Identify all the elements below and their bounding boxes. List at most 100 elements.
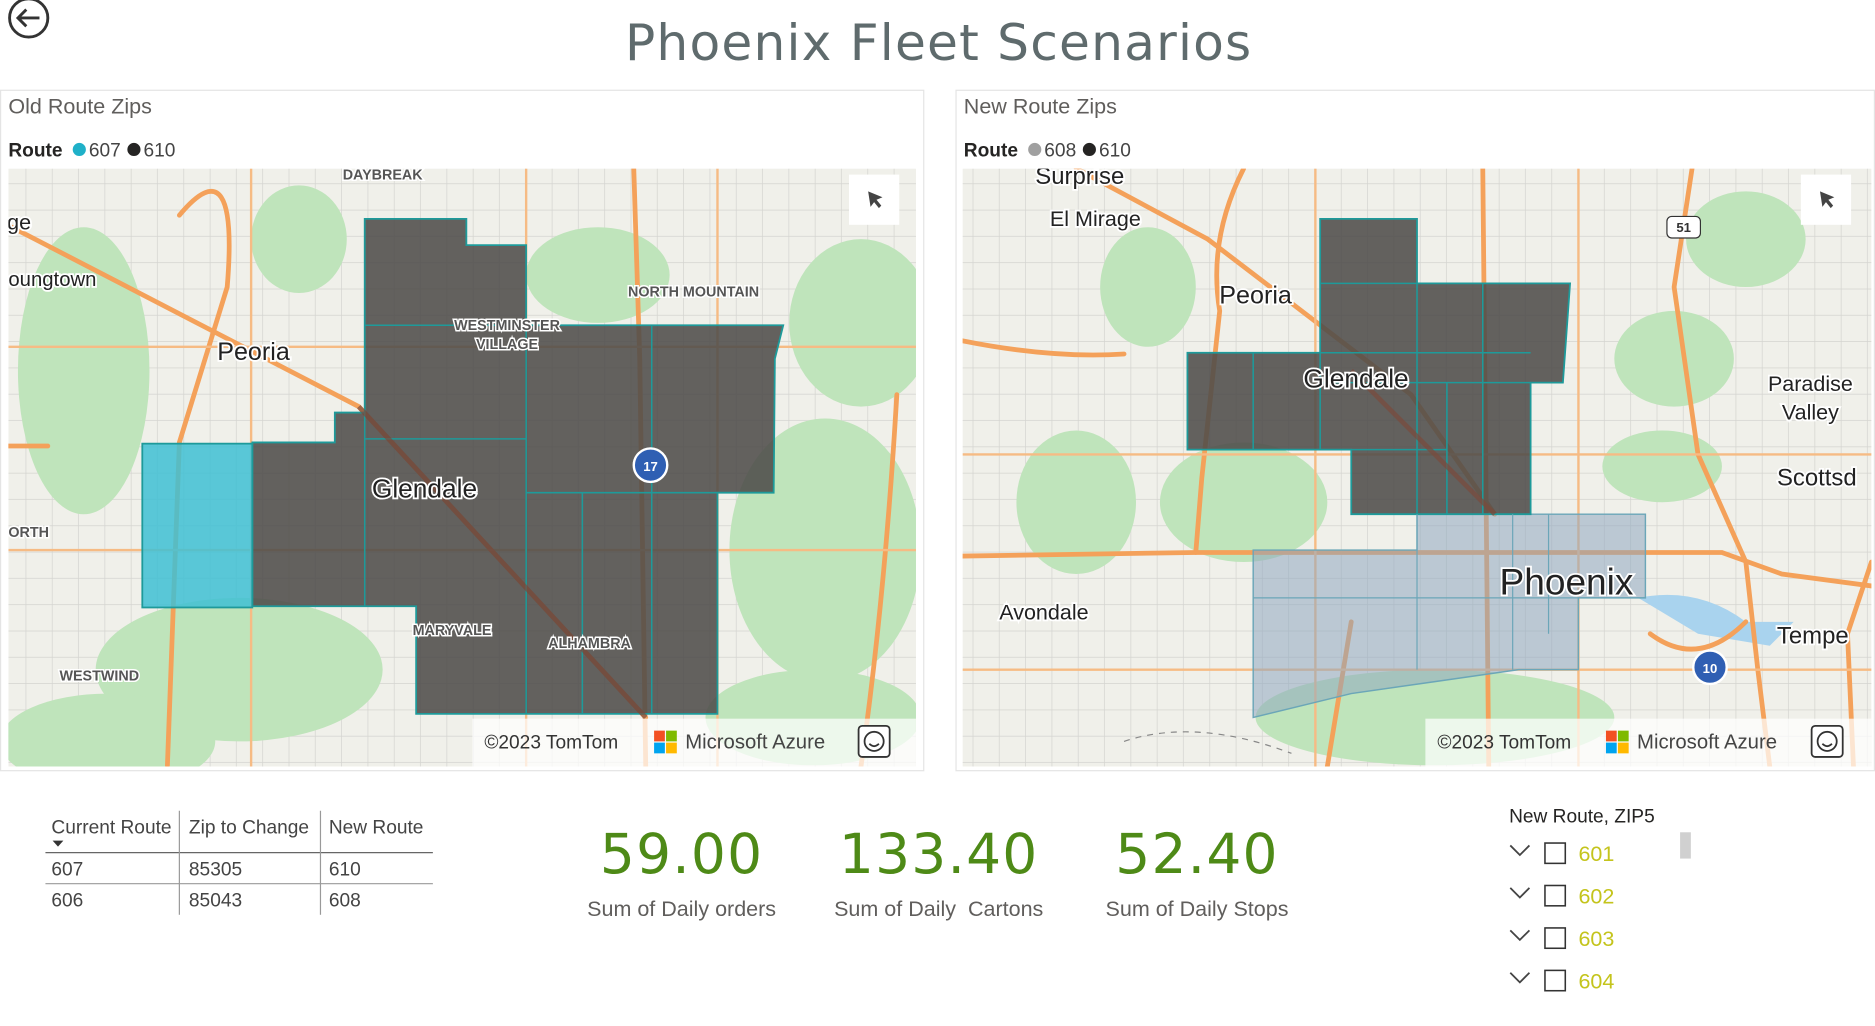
place-label: DAYBREAK bbox=[343, 167, 424, 183]
map-shape bbox=[1605, 742, 1617, 754]
place-label: Glendale bbox=[372, 473, 477, 503]
expand-chevron[interactable] bbox=[1509, 972, 1531, 984]
table-cell: 610 bbox=[329, 859, 361, 880]
slicer-item[interactable]: 603 bbox=[1578, 927, 1614, 951]
table-cell: 607 bbox=[51, 859, 83, 880]
column-header[interactable]: New Route bbox=[329, 817, 424, 838]
legend-label[interactable]: 610 bbox=[144, 141, 176, 162]
map-shape bbox=[1100, 227, 1196, 347]
visual-title: Old Route Zips bbox=[8, 95, 152, 119]
map-shape bbox=[654, 730, 677, 754]
card-value: 52.40 bbox=[1115, 822, 1278, 886]
place-label: VILLAGE bbox=[476, 337, 538, 353]
place-label: Peoria bbox=[1219, 282, 1292, 310]
expand-chevron[interactable] bbox=[1509, 929, 1531, 942]
map-shape bbox=[1666, 215, 1702, 239]
feedback-button[interactable] bbox=[857, 724, 891, 758]
legend-marker bbox=[1028, 142, 1042, 157]
table-cell: 85305 bbox=[189, 859, 242, 880]
map-shape bbox=[1253, 514, 1646, 670]
map-shape bbox=[1193, 168, 1247, 555]
place-label: ge bbox=[7, 211, 31, 235]
column-header[interactable]: Current Route bbox=[51, 817, 171, 838]
place-label: El Mirage bbox=[1050, 207, 1141, 231]
table-cell: 85043 bbox=[189, 890, 242, 911]
map-shape bbox=[251, 185, 347, 293]
map-shape bbox=[857, 724, 891, 758]
card-value: 59.00 bbox=[600, 822, 763, 886]
place-label: Avondale bbox=[999, 600, 1088, 624]
place-label: Scottsd bbox=[1777, 464, 1857, 491]
attribution: ©2023 TomTom bbox=[1437, 733, 1571, 754]
map-shape bbox=[868, 743, 880, 748]
legend-label[interactable]: 608 bbox=[1044, 141, 1076, 162]
expand-chevron[interactable] bbox=[1509, 844, 1531, 857]
map-shape bbox=[1123, 731, 1292, 754]
map-shape bbox=[1614, 310, 1734, 407]
map-shape bbox=[526, 227, 670, 323]
place-label: WESTMINSTER bbox=[454, 318, 561, 334]
highway-shield: 10 bbox=[1703, 661, 1718, 676]
column-header[interactable]: Zip to Change bbox=[189, 817, 309, 838]
place-label: Valley bbox=[1782, 401, 1839, 425]
map-shape bbox=[1671, 168, 1773, 767]
map-shape bbox=[1605, 730, 1617, 742]
back-button[interactable] bbox=[8, 0, 50, 39]
map-shape bbox=[1252, 282, 1531, 515]
map-shape bbox=[632, 447, 669, 484]
map-shape bbox=[1686, 191, 1806, 287]
map[interactable]: Surprise El Mirage 51 Peoria Glendale Pa… bbox=[962, 163, 1872, 767]
expand-chevron[interactable] bbox=[1509, 887, 1531, 899]
feedback-button[interactable] bbox=[1810, 724, 1844, 758]
zip-area[interactable] bbox=[141, 442, 254, 609]
card-label: Sum of Daily Stops bbox=[1106, 897, 1289, 921]
legend-title: Route bbox=[964, 141, 1018, 162]
map-shape bbox=[356, 404, 648, 720]
checkbox[interactable] bbox=[1544, 884, 1567, 907]
map[interactable]: DAYBREAK ge oungtown NORTH MOUNTAIN WEST… bbox=[0, 167, 933, 789]
scrollbar[interactable] bbox=[1680, 832, 1691, 859]
select-tool[interactable] bbox=[849, 174, 900, 225]
map-shape bbox=[1821, 743, 1833, 748]
card-label: Sum of Daily orders bbox=[587, 897, 776, 921]
map-shape bbox=[17, 227, 150, 515]
checkbox[interactable] bbox=[1544, 969, 1567, 992]
place-label: Peoria bbox=[217, 338, 290, 366]
slicer-item[interactable]: 601 bbox=[1578, 842, 1614, 866]
checkbox[interactable] bbox=[1544, 842, 1567, 865]
select-tool[interactable] bbox=[1800, 174, 1852, 225]
slicer-item[interactable]: 604 bbox=[1578, 969, 1614, 993]
place-label: MARYVALE bbox=[413, 623, 492, 639]
map-shape bbox=[1617, 742, 1629, 754]
map-shape bbox=[962, 550, 1872, 589]
map-shape bbox=[1816, 730, 1838, 752]
card-label: Sum of Daily Cartons bbox=[834, 897, 1043, 921]
map-shape bbox=[52, 840, 64, 847]
highway-shield: 17 bbox=[643, 459, 658, 474]
map-shape bbox=[654, 730, 665, 742]
zip-area[interactable] bbox=[251, 217, 785, 715]
legend-marker bbox=[127, 142, 141, 157]
map-shape bbox=[868, 191, 883, 209]
place-label: oungtown bbox=[8, 269, 96, 291]
place-label: Glendale bbox=[1303, 363, 1408, 393]
map-shape bbox=[1605, 730, 1629, 754]
place-label: Tempe bbox=[1777, 622, 1849, 649]
legend-label[interactable]: 610 bbox=[1099, 141, 1131, 162]
map-shape bbox=[863, 730, 885, 752]
map-shape bbox=[165, 189, 232, 767]
slicer-item[interactable]: 602 bbox=[1578, 884, 1614, 908]
map-shape bbox=[8, 0, 50, 39]
map-shape bbox=[654, 742, 665, 754]
place-label: NORTH MOUNTAIN bbox=[628, 285, 759, 301]
map-shape bbox=[1617, 730, 1629, 742]
map-shape bbox=[15, 8, 40, 28]
place-label: Paradise bbox=[1768, 372, 1853, 396]
map-shape bbox=[1016, 430, 1137, 574]
map-shape bbox=[1602, 430, 1722, 503]
legend-label[interactable]: 607 bbox=[89, 141, 121, 162]
legend-title: Route bbox=[8, 141, 62, 162]
checkbox[interactable] bbox=[1544, 927, 1567, 950]
